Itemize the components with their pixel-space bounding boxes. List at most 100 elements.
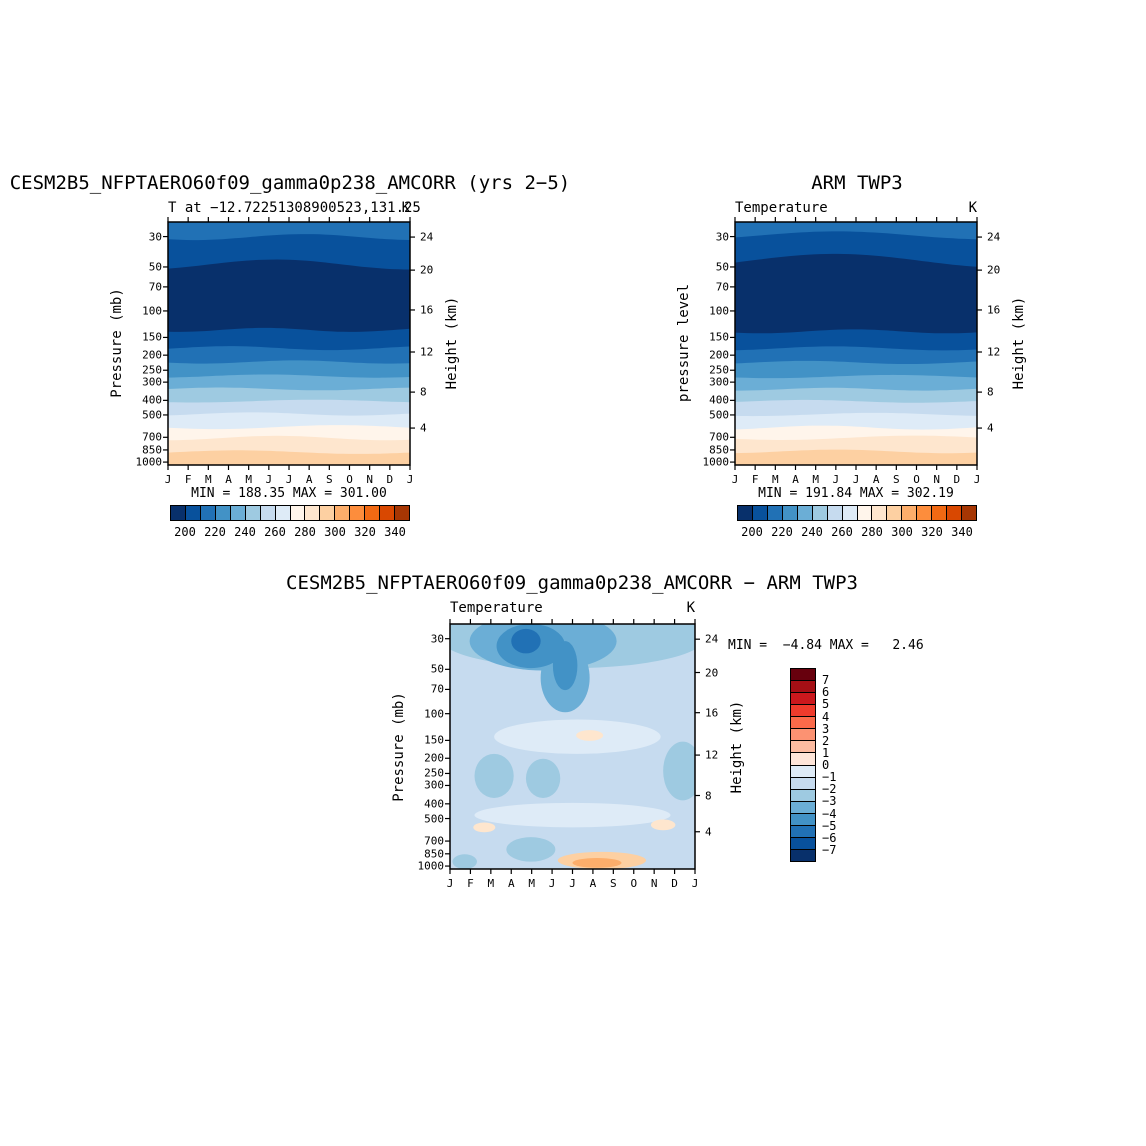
colorbar-segment bbox=[947, 506, 963, 520]
colorbar-segment bbox=[320, 506, 336, 520]
month-tick-label: F bbox=[467, 877, 474, 890]
colorbar-segment bbox=[782, 506, 798, 520]
pressure-tick-label: 200 bbox=[709, 348, 729, 362]
minmax-stats: MIN = 191.84 MAX = 302.19 bbox=[758, 486, 954, 501]
temperature-colorbar bbox=[737, 505, 977, 521]
colorbar-tick-label: 2 bbox=[822, 733, 830, 748]
pressure-tick-label: 250 bbox=[424, 766, 444, 780]
contour-canvas bbox=[163, 217, 415, 470]
pressure-tick-label: 300 bbox=[424, 778, 444, 792]
pressure-tick-label: 500 bbox=[142, 408, 162, 422]
colorbar-segment bbox=[791, 765, 815, 778]
panel-title: CESM2B5_NFPTAERO60f09_gamma0p238_AMCORR … bbox=[9, 172, 571, 194]
month-tick-label: O bbox=[630, 877, 638, 890]
colorbar-segment bbox=[245, 506, 261, 520]
panel-obs: ARM TWP3 Temperature K pressure level He… bbox=[567, 160, 1146, 560]
colorbar-segment bbox=[812, 506, 828, 520]
panel-subtitle: Temperature bbox=[450, 600, 543, 616]
pressure-tick-label: 400 bbox=[709, 393, 729, 407]
height-tick-label: 8 bbox=[420, 385, 427, 399]
month-tick-label: D bbox=[953, 473, 961, 486]
colorbar-segment bbox=[738, 506, 753, 520]
height-tick-label: 4 bbox=[420, 421, 427, 435]
month-tick-label: N bbox=[933, 473, 940, 486]
pressure-tick-label: 1000 bbox=[135, 455, 163, 469]
colorbar-segment bbox=[827, 506, 843, 520]
panel-title: ARM TWP3 bbox=[811, 172, 903, 194]
pressure-tick-label: 30 bbox=[430, 632, 444, 646]
colorbar-segment bbox=[791, 837, 815, 850]
colorbar-segment bbox=[752, 506, 768, 520]
colorbar-tick-label: −7 bbox=[822, 842, 837, 857]
month-tick-label: S bbox=[610, 877, 617, 890]
month-tick-label: D bbox=[386, 473, 394, 486]
height-tick-label: 20 bbox=[705, 666, 719, 679]
colorbar-segment bbox=[932, 506, 948, 520]
panel-subtitle: T at −12.72251308900523,131.25 bbox=[168, 200, 421, 216]
colorbar-tick-label: 340 bbox=[384, 525, 406, 539]
colorbar-tick-label: −5 bbox=[822, 818, 837, 833]
colorbar-segment bbox=[395, 506, 409, 520]
month-tick-label: A bbox=[507, 877, 515, 890]
month-tick-label: N bbox=[650, 877, 658, 890]
pressure-tick-label: 400 bbox=[142, 393, 162, 407]
month-tick-label: M bbox=[528, 877, 535, 890]
colorbar-tick-label: 220 bbox=[771, 525, 793, 539]
colorbar-tick-label: 300 bbox=[891, 525, 913, 539]
pressure-tick-label: 700 bbox=[142, 430, 162, 444]
pressure-tick-label: 500 bbox=[709, 408, 729, 422]
colorbar-segment bbox=[797, 506, 813, 520]
colorbar-segment bbox=[842, 506, 858, 520]
height-tick-label: 12 bbox=[987, 345, 1001, 359]
colorbar-tick-label: 1 bbox=[822, 745, 830, 760]
colorbar-segment bbox=[791, 669, 815, 682]
colorbar-tick-label: 240 bbox=[801, 525, 823, 539]
colorbar-segment bbox=[230, 506, 246, 520]
pressure-tick-label: 200 bbox=[142, 348, 162, 362]
colorbar-tick-label: 200 bbox=[174, 525, 196, 539]
panel-subtitle: Temperature bbox=[735, 200, 828, 216]
pressure-tick-label: 1000 bbox=[417, 859, 445, 873]
colorbar-segment bbox=[791, 825, 815, 838]
month-tick-label: J bbox=[406, 473, 414, 486]
difference-colorbar bbox=[790, 668, 816, 862]
colorbar-segment bbox=[791, 729, 815, 742]
colorbar-tick-label: 5 bbox=[822, 697, 830, 712]
panel-difference: CESM2B5_NFPTAERO60f09_gamma0p238_AMCORR … bbox=[282, 560, 924, 900]
pressure-tick-label: 70 bbox=[148, 280, 162, 294]
pressure-tick-label: 100 bbox=[709, 304, 729, 318]
colorbar-segment bbox=[791, 693, 815, 706]
colorbar-segment bbox=[791, 753, 815, 766]
pressure-tick-label: 150 bbox=[709, 330, 729, 344]
colorbar-segment bbox=[791, 813, 815, 826]
colorbar-segment bbox=[215, 506, 231, 520]
colorbar-segment bbox=[260, 506, 276, 520]
colorbar-segment bbox=[290, 506, 306, 520]
pressure-tick-label: 250 bbox=[709, 363, 729, 377]
height-tick-label: 4 bbox=[987, 421, 994, 435]
month-tick-label: J bbox=[973, 473, 981, 486]
height-tick-label: 16 bbox=[987, 303, 1001, 317]
month-tick-label: A bbox=[872, 473, 880, 486]
month-tick-label: O bbox=[913, 473, 920, 486]
month-tick-label: A bbox=[589, 877, 597, 890]
pressure-tick-label: 700 bbox=[424, 834, 444, 848]
pressure-tick-label: 400 bbox=[424, 797, 444, 811]
colorbar-segment bbox=[872, 506, 888, 520]
pressure-tick-label: 150 bbox=[424, 733, 444, 747]
month-tick-label: J bbox=[446, 877, 454, 890]
colorbar-tick-label: 7 bbox=[822, 673, 830, 688]
colorbar-tick-label: 300 bbox=[324, 525, 346, 539]
pressure-tick-label: 700 bbox=[709, 430, 729, 444]
colorbar-segment bbox=[380, 506, 396, 520]
month-tick-label: J bbox=[852, 473, 860, 486]
month-tick-label: M bbox=[812, 473, 819, 486]
colorbar-tick-label: −3 bbox=[822, 794, 837, 809]
pressure-tick-label: 50 bbox=[430, 662, 444, 676]
month-tick-label: O bbox=[346, 473, 353, 486]
colorbar-segment bbox=[791, 741, 815, 754]
colorbar-tick-label: −1 bbox=[822, 770, 837, 785]
pressure-tick-label: 200 bbox=[424, 751, 444, 765]
minmax-stats: MIN = 188.35 MAX = 301.00 bbox=[191, 486, 387, 501]
colorbar-tick-label: 240 bbox=[234, 525, 256, 539]
